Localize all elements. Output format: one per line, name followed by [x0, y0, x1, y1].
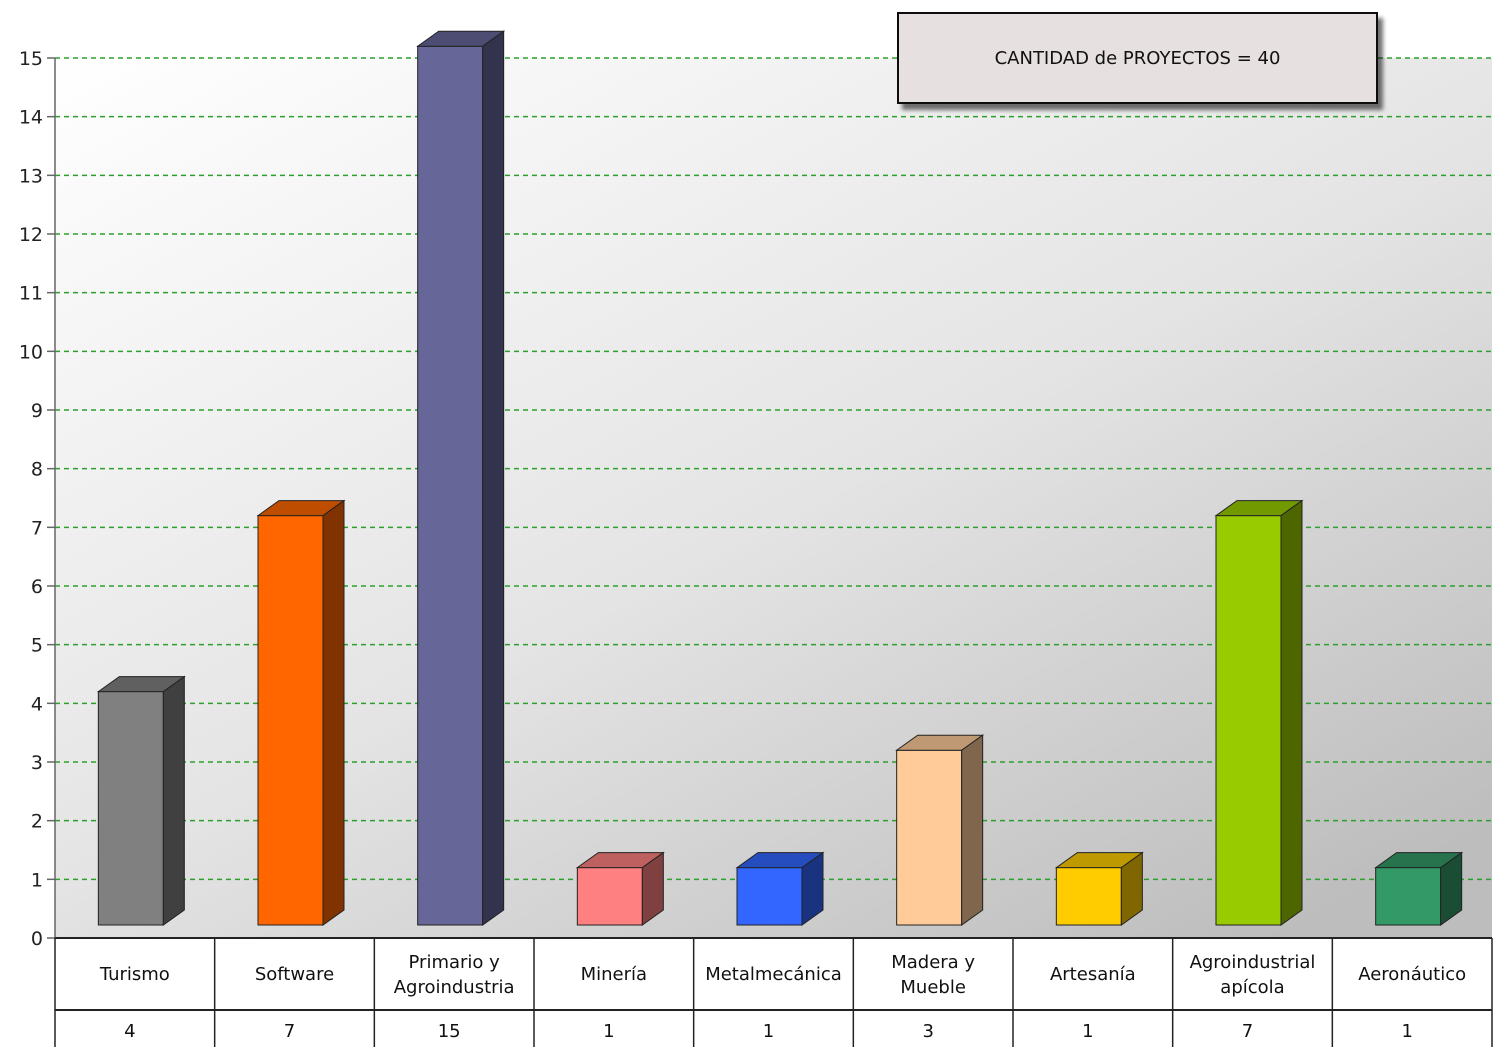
y-tick-label: 4 [31, 693, 43, 715]
y-tick-label: 7 [31, 517, 43, 539]
value-label: 1 [1401, 1021, 1412, 1042]
bar [1054, 851, 1144, 926]
annotation-box: CANTIDAD de PROYECTOS = 40 [897, 12, 1378, 104]
bar [735, 851, 825, 926]
y-tick-label: 8 [31, 459, 43, 481]
x-category-label: Software [255, 964, 334, 985]
value-label: 1 [603, 1021, 614, 1042]
y-tick-label: 1 [31, 869, 43, 891]
value-label: 4 [124, 1021, 135, 1042]
y-tick-label: 15 [19, 48, 43, 70]
x-category-label: Agroindustrial apícola [1190, 952, 1316, 998]
value-label: 3 [922, 1021, 933, 1042]
y-tick-label: 3 [31, 752, 43, 774]
y-tick-label: 0 [31, 928, 43, 950]
y-tick-label: 6 [31, 576, 43, 598]
y-tick-label: 14 [19, 107, 43, 129]
data-table: Turismo 4 Software 7 Primario y Agroindustria… [54, 937, 1493, 1047]
bar [895, 734, 985, 926]
y-tick-label: 12 [19, 224, 43, 246]
annotation-text: CANTIDAD de PROYECTOS = 40 [995, 48, 1281, 69]
x-category-label: Metalmecánica [705, 964, 842, 985]
table-background [55, 938, 1492, 1047]
value-label: 1 [1082, 1021, 1093, 1042]
value-label: 15 [438, 1021, 461, 1042]
y-tick-label: 11 [19, 283, 43, 305]
bar [256, 499, 346, 926]
x-category-label: Turismo [99, 964, 170, 985]
value-label: 7 [284, 1021, 295, 1042]
x-category-label: Artesanía [1050, 964, 1136, 985]
value-label: 7 [1242, 1021, 1253, 1042]
y-tick-label: 13 [19, 165, 43, 187]
x-category-label: Primario y Agroindustria [394, 952, 515, 998]
bar [575, 851, 665, 926]
y-tick-label: 10 [19, 341, 43, 363]
bar [1374, 851, 1464, 926]
x-category-label: Minería [581, 964, 647, 985]
bar [96, 675, 186, 926]
x-category-label: Aeronáutico [1358, 964, 1466, 985]
y-tick-label: 2 [31, 811, 43, 833]
bar [1214, 499, 1304, 926]
bar [416, 30, 506, 926]
x-category-label: Madera y Mueble [891, 952, 975, 998]
value-label: 1 [763, 1021, 774, 1042]
y-tick-label: 5 [31, 635, 43, 657]
y-tick-label: 9 [31, 400, 43, 422]
bars [96, 30, 1464, 926]
